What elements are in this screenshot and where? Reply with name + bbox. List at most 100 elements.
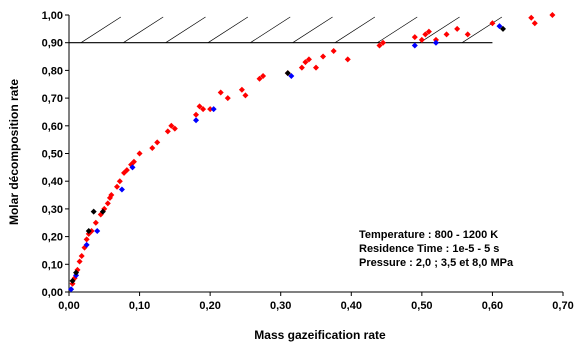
data-point [104, 200, 111, 207]
y-tick-label: 1,00 [42, 10, 63, 22]
data-point [130, 158, 137, 165]
data-point [454, 25, 461, 32]
x-tick-label: 0,10 [129, 300, 150, 312]
data-point [217, 89, 224, 96]
data-point [238, 86, 245, 93]
data-point [500, 25, 507, 32]
data-point [464, 31, 471, 38]
data-point [68, 286, 75, 293]
data-point [418, 36, 425, 43]
hatch-stroke [334, 16, 376, 43]
data-point [85, 228, 92, 235]
data-point [99, 208, 106, 215]
data-point [330, 48, 337, 55]
data-point [123, 167, 130, 174]
data-point [313, 64, 319, 71]
data-point [298, 64, 305, 71]
x-axis-title: Mass gazeification rate [254, 328, 386, 342]
data-point [92, 219, 99, 226]
data-point [108, 192, 115, 199]
hatch-stroke [165, 16, 206, 43]
data-point [78, 252, 85, 259]
data-point [113, 183, 120, 190]
hatch-stroke [461, 16, 503, 43]
y-tick-label: 0,80 [42, 65, 63, 77]
hatch-stroke [250, 16, 291, 43]
data-point [284, 70, 291, 77]
data-point [496, 23, 503, 30]
data-point [432, 39, 439, 46]
hatch-stroke [207, 16, 249, 43]
data-point [288, 72, 295, 79]
x-tick-label: 0,40 [341, 300, 362, 312]
data-point [376, 42, 383, 49]
y-tick-label: 0,50 [42, 149, 63, 161]
data-point [380, 39, 387, 46]
data-point [528, 14, 535, 21]
data-point [425, 28, 432, 35]
data-point [164, 128, 171, 135]
data-point [411, 42, 418, 49]
data-point [210, 106, 217, 113]
data-point [305, 56, 312, 63]
data-point [90, 208, 97, 215]
data-point [76, 258, 83, 265]
data-point [129, 164, 136, 171]
data-point [116, 178, 123, 185]
annotation-temperature: Temperature : 800 - 1200 K [359, 229, 498, 241]
annotation-pressure: Pressure : 2,0 ; 3,5 et 8,0 MPa [359, 257, 514, 269]
x-tick-label: 0,00 [58, 300, 79, 312]
data-point [168, 122, 175, 129]
data-point [411, 34, 418, 41]
data-point [200, 106, 207, 113]
y-tick-label: 0,10 [42, 259, 63, 271]
y-tick-label: 0,00 [42, 287, 63, 299]
data-point [136, 150, 143, 157]
data-point [531, 20, 538, 27]
data-point [549, 12, 556, 18]
data-point [193, 117, 200, 124]
axes [65, 14, 564, 296]
data-point [94, 228, 101, 235]
hatch-stroke [80, 16, 122, 43]
data-point [83, 241, 90, 248]
data-point [83, 236, 90, 243]
data-point [118, 186, 125, 193]
data-point [422, 31, 429, 38]
conditions-annotation: Temperature : 800 - 1200 K Residence Tim… [359, 229, 514, 269]
x-tick-label: 0,20 [199, 300, 220, 312]
data-point [443, 31, 450, 38]
data-point [193, 111, 200, 118]
x-tick-label: 0,50 [411, 300, 432, 312]
data-point [73, 269, 80, 276]
hatch-stroke [377, 16, 418, 43]
y-tick-label: 0,20 [42, 232, 63, 244]
y-tick-label: 0,90 [42, 38, 63, 50]
hatched-region [80, 16, 503, 43]
data-point [207, 106, 214, 113]
hatch-stroke [292, 16, 333, 43]
data-point [224, 95, 231, 102]
hatch-stroke [419, 16, 460, 43]
data-point [154, 139, 161, 146]
x-tick-labels: 0,00 0,10 0,20 0,30 0,40 0,50 0,60 0,70 [58, 300, 573, 312]
data-point [69, 277, 76, 284]
data-point [489, 20, 496, 27]
data-point [320, 53, 327, 60]
data-point [242, 92, 249, 99]
data-point [171, 125, 178, 132]
data-point [344, 56, 351, 63]
annotation-residence-time: Residence Time : 1e-5 - 5 s [359, 243, 499, 255]
y-tick-label: 0,60 [42, 121, 63, 133]
data-point [149, 144, 156, 151]
data-point [256, 75, 263, 82]
y-tick-label: 0,30 [42, 204, 63, 216]
data-point [260, 72, 267, 79]
x-tick-label: 0,70 [552, 300, 573, 312]
hatch-stroke [123, 16, 164, 43]
data-points [68, 12, 556, 293]
y-tick-labels: 0,00 0,10 0,20 0,30 0,40 0,50 0,60 0,70 0,80 0,90… [42, 10, 63, 299]
y-axis-title: Molar décomposition rate [7, 79, 21, 225]
y-tick-label: 0,70 [42, 93, 63, 105]
